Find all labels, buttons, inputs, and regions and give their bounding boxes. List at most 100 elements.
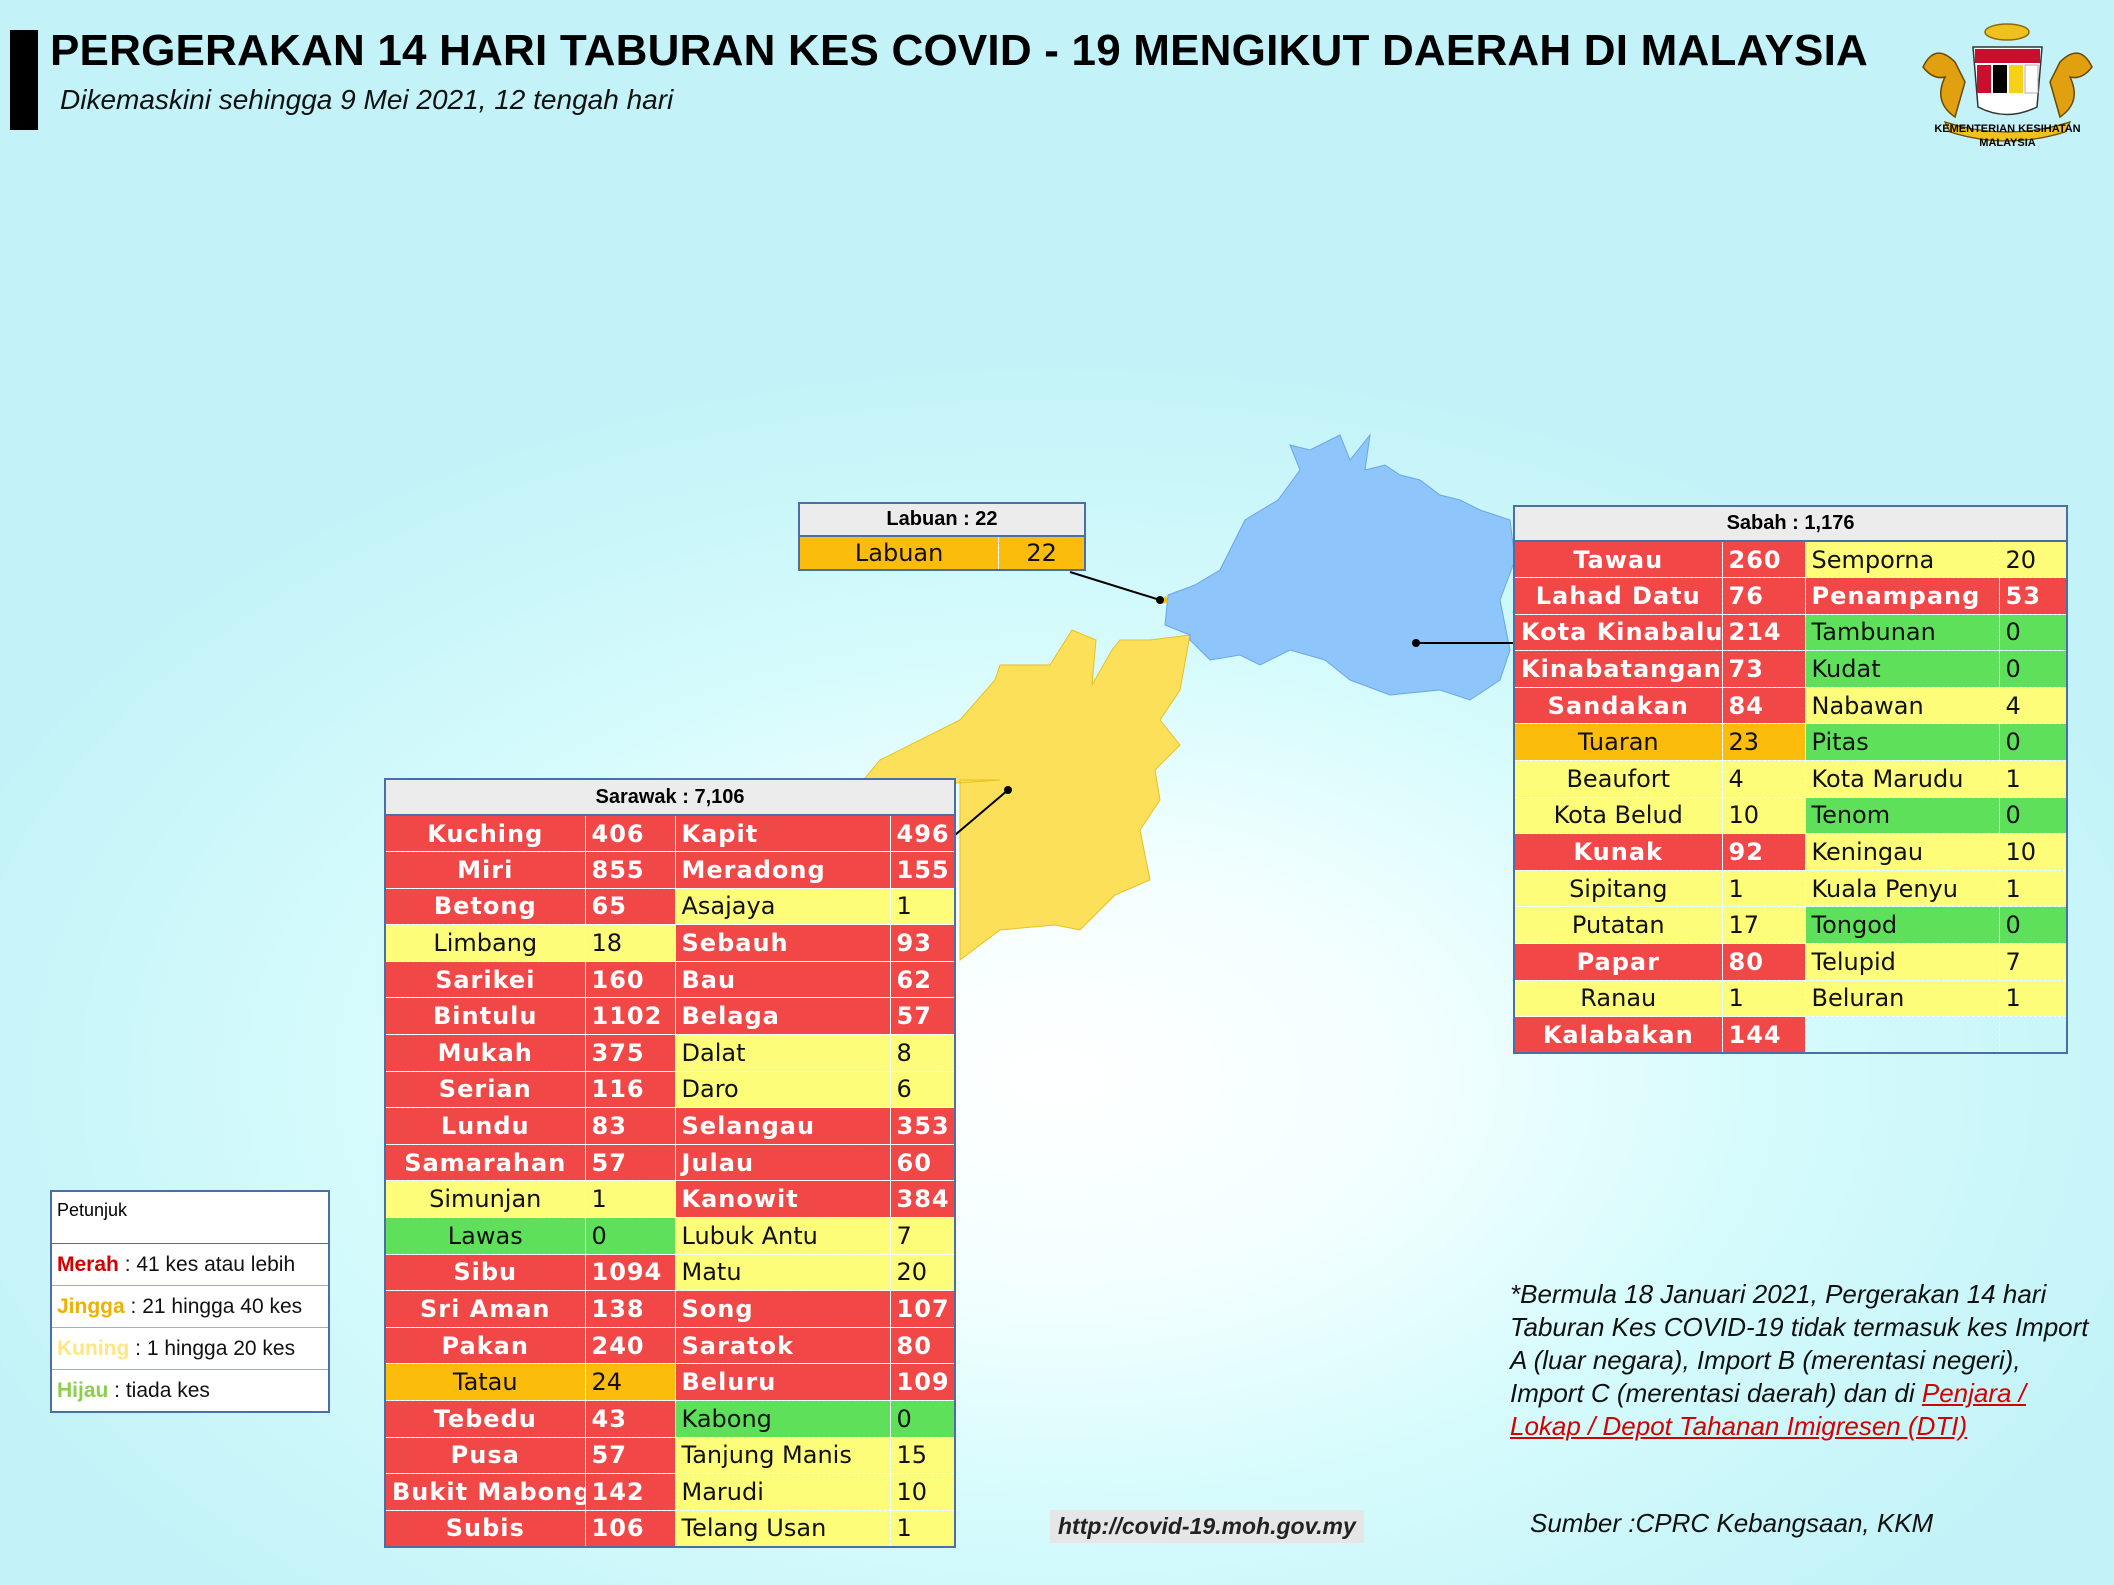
district-name: Beluru [674, 1363, 891, 1401]
district-value: 106 [584, 1509, 676, 1548]
district-value: 10 [1721, 796, 1806, 835]
district-name: Bintulu [384, 997, 586, 1036]
district-name: Lundu [384, 1107, 586, 1145]
district-name: Kabong [674, 1400, 891, 1438]
district-value: 4 [1721, 760, 1806, 798]
district-name: Selangau [674, 1107, 891, 1145]
district-name: Papar [1513, 943, 1723, 981]
labuan-header: Labuan : 22 [798, 502, 1086, 537]
district-value: 73 [1721, 650, 1806, 688]
district-name: Kota Kinabalu [1513, 613, 1723, 652]
table-row: Simunjan 1 Kanowit 384 [384, 1180, 956, 1219]
table-row: Papar 80 Telupid 7 [1513, 943, 2068, 981]
district-name: Saratok [674, 1326, 891, 1365]
district-value: 155 [889, 851, 956, 889]
table-row: Labuan 22 [798, 535, 1086, 571]
table-row: Tuaran 23 Pitas 0 [1513, 723, 2068, 762]
district-value: 43 [584, 1400, 676, 1438]
district-value: 0 [584, 1217, 676, 1255]
district-value: 57 [584, 1436, 676, 1475]
district-name: Samarahan [384, 1143, 586, 1182]
table-row: Sibu 1094 Matu 20 [384, 1253, 956, 1292]
district-value: 8 [889, 1034, 956, 1072]
district-value: 62 [889, 960, 956, 999]
district-value: 10 [1998, 833, 2068, 871]
page-title: PERGERAKAN 14 HARI TABURAN KES COVID - 1… [50, 26, 1868, 75]
labuan-table: Labuan : 22 Labuan 22 [798, 502, 1086, 571]
table-row: Kalabakan 144 [1513, 1016, 2068, 1054]
footnote-link[interactable]: Penjara / Lokap / Depot Tahanan Imigrese… [1510, 1378, 2026, 1441]
table-row: Pusa 57 Tanjung Manis 15 [384, 1436, 956, 1475]
district-name: Ranau [1513, 979, 1723, 1018]
table-row: Lundu 83 Selangau 353 [384, 1107, 956, 1145]
district-value: 496 [889, 814, 956, 853]
district-name: Pakan [384, 1326, 586, 1365]
sabah-header: Sabah : 1,176 [1512, 505, 2069, 542]
district-value: 53 [1998, 577, 2068, 615]
district-name: Kuching [384, 814, 586, 853]
district-name: Tuaran [1513, 723, 1723, 762]
legend-key: Kuning [57, 1337, 130, 1360]
moh-crest-logo [1922, 23, 2093, 142]
district-name: Meradong [674, 851, 891, 889]
district-name: Telang Usan [674, 1509, 891, 1548]
legend-desc: : 1 hingga 20 kes [129, 1337, 296, 1360]
district-name: Kunak [1513, 833, 1723, 871]
district-value: 84 [1721, 686, 1806, 725]
district-value: 10 [889, 1473, 956, 1511]
district-name: Kapit [674, 814, 891, 853]
district-name: Sandakan [1513, 686, 1723, 725]
table-row: Bintulu 1102 Belaga 57 [384, 997, 956, 1036]
district-name: Kudat [1804, 650, 2000, 688]
website-url[interactable]: http://covid-19.moh.gov.my [1050, 1510, 1364, 1543]
table-row: Sri Aman 138 Song 107 [384, 1290, 956, 1328]
district-value: 0 [1998, 906, 2068, 945]
district-name: Pusa [384, 1436, 586, 1475]
district-name: Mukah [384, 1034, 586, 1072]
district-value: 15 [889, 1436, 956, 1475]
district-name: Matu [674, 1253, 891, 1292]
district-name: Tongod [1804, 906, 2000, 945]
legend-item-orange: Jingga : 21 hingga 40 kes [52, 1286, 328, 1328]
district-value: 93 [889, 924, 956, 962]
district-value: 142 [584, 1473, 676, 1511]
district-value: 138 [584, 1290, 676, 1328]
district-name: Kota Marudu [1804, 760, 2000, 798]
legend-item-green: Hijau : tiada kes [52, 1370, 328, 1411]
table-row: Mukah 375 Dalat 8 [384, 1034, 956, 1072]
table-row: Miri 855 Meradong 155 [384, 851, 956, 889]
district-name: Tambunan [1804, 613, 2000, 652]
district-value: 7 [1998, 943, 2068, 981]
district-value: 57 [584, 1143, 676, 1182]
district-value: 80 [889, 1326, 956, 1365]
empty-cell [1998, 1016, 2068, 1054]
source-credit: Sumber :CPRC Kebangsaan, KKM [1530, 1508, 1934, 1538]
district-value: 17 [1721, 906, 1806, 945]
legend-box: Petunjuk Merah : 41 kes atau lebih Jingg… [50, 1190, 330, 1413]
table-row: Bukit Mabong 142 Marudi 10 [384, 1473, 956, 1511]
district-value: 1 [1998, 760, 2068, 798]
table-row: Betong 65 Asajaya 1 [384, 887, 956, 926]
district-value: 20 [889, 1253, 956, 1292]
district-name: Miri [384, 851, 586, 889]
district-name: Penampang [1804, 577, 2000, 615]
district-value: 1102 [584, 997, 676, 1036]
empty-cell [1804, 1016, 2000, 1054]
district-value: 92 [1721, 833, 1806, 871]
district-name: Putatan [1513, 906, 1723, 945]
district-name: Daro [674, 1070, 891, 1109]
district-name: Sarikei [384, 960, 586, 999]
table-row: Lawas 0 Lubuk Antu 7 [384, 1217, 956, 1255]
district-name: Sri Aman [384, 1290, 586, 1328]
map-sarawak [853, 629, 1191, 961]
table-row: Sarikei 160 Bau 62 [384, 960, 956, 999]
table-row: Beaufort 4 Kota Marudu 1 [1513, 760, 2068, 798]
district-name: Semporna [1804, 540, 2000, 579]
district-value: 1 [889, 1509, 956, 1548]
legend-item-red: Merah : 41 kes atau lebih [52, 1244, 328, 1286]
district-value: 20 [1998, 540, 2068, 579]
table-row: Tatau 24 Beluru 109 [384, 1363, 956, 1401]
district-name: Marudi [674, 1473, 891, 1511]
district-name: Tawau [1513, 540, 1723, 579]
